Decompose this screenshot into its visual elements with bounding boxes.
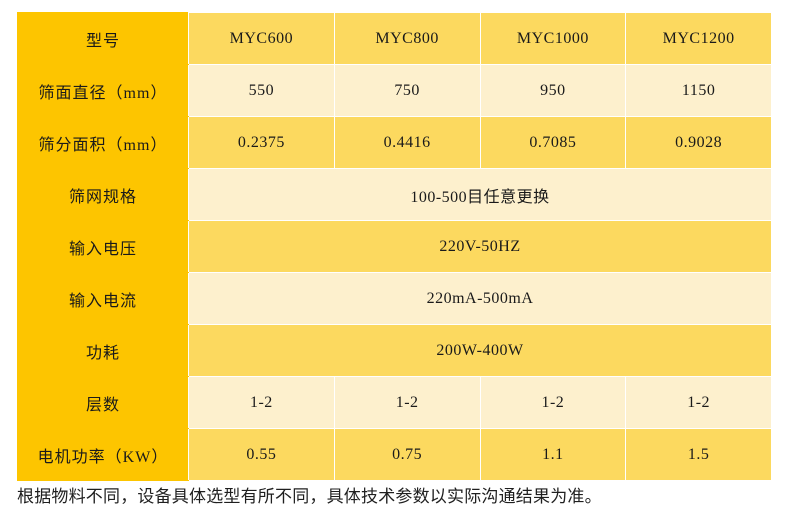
- table-row: 输入电流 220mA-500mA: [17, 272, 772, 325]
- table-cell-merged: 220V-50HZ: [188, 220, 772, 273]
- table-cell: 750: [333, 64, 481, 117]
- table-cell-merged: 220mA-500mA: [188, 272, 772, 325]
- table-cell-merged: 200W-400W: [188, 324, 772, 377]
- table-cell: 0.4416: [333, 116, 481, 169]
- table-row: 筛网规格 100-500目任意更换: [17, 168, 772, 221]
- row-label: 筛分面积（mm）: [17, 116, 189, 169]
- row-label: 电机功率（KW）: [17, 428, 189, 481]
- table-cell: 950: [479, 64, 627, 117]
- table-cell: 1-2: [479, 376, 627, 429]
- row-label: 层数: [17, 376, 189, 429]
- table-cell: 0.55: [188, 428, 335, 481]
- table-cell: MYC1000: [479, 12, 627, 65]
- table-cell: 1150: [625, 64, 772, 117]
- table-cell: 550: [188, 64, 335, 117]
- table-cell: MYC800: [333, 12, 481, 65]
- table-cell: 1-2: [188, 376, 335, 429]
- specification-table: 型号 MYC600 MYC800 MYC1000 MYC1200 筛面直径（mm） 550 7…: [17, 12, 772, 481]
- table-row: 输入电压 220V-50HZ: [17, 220, 772, 273]
- table-cell: 1.5: [625, 428, 772, 481]
- table-cell: 0.9028: [625, 116, 772, 169]
- table-row: 电机功率（KW） 0.55 0.75 1.1 1.5: [17, 428, 772, 481]
- table-row: 功耗 200W-400W: [17, 324, 772, 377]
- table-cell: 1-2: [625, 376, 772, 429]
- table-row: 筛分面积（mm） 0.2375 0.4416 0.7085 0.9028: [17, 116, 772, 169]
- table-cell: 0.7085: [479, 116, 627, 169]
- row-label: 功耗: [17, 324, 189, 377]
- table-row: 型号 MYC600 MYC800 MYC1000 MYC1200: [17, 12, 772, 65]
- row-label: 输入电压: [17, 220, 189, 273]
- table-cell-merged: 100-500目任意更换: [188, 168, 772, 221]
- row-label: 筛网规格: [17, 168, 189, 221]
- table-cell: MYC600: [188, 12, 335, 65]
- footer-note: 根据物料不同，设备具体选型有所不同，具体技术参数以实际沟通结果为准。: [17, 487, 602, 506]
- table-cell: 1.1: [479, 428, 627, 481]
- row-label: 筛面直径（mm）: [17, 64, 189, 117]
- row-label: 型号: [17, 12, 189, 65]
- row-label: 输入电流: [17, 272, 189, 325]
- table-cell: 1-2: [333, 376, 481, 429]
- table-cell: MYC1200: [625, 12, 772, 65]
- table-row: 层数 1-2 1-2 1-2 1-2: [17, 376, 772, 429]
- table-row: 筛面直径（mm） 550 750 950 1150: [17, 64, 772, 117]
- specification-table-body: 型号 MYC600 MYC800 MYC1000 MYC1200 筛面直径（mm） 550 7…: [17, 12, 772, 481]
- table-cell: 0.2375: [188, 116, 335, 169]
- table-cell: 0.75: [333, 428, 481, 481]
